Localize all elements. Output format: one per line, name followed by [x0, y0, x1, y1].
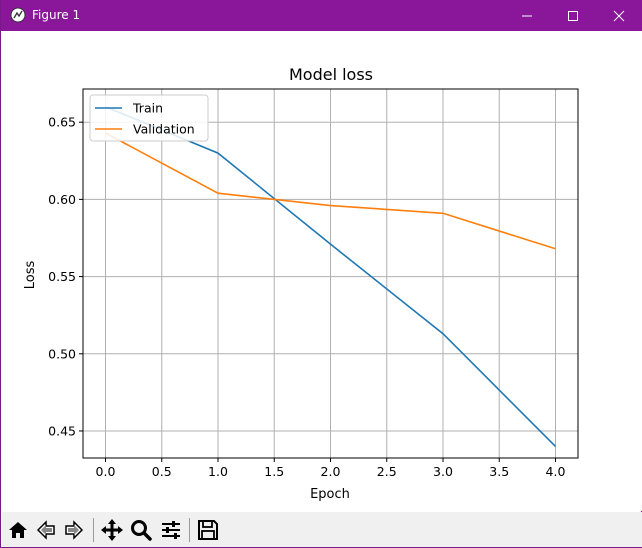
legend-label-validation: Validation: [133, 122, 195, 137]
y-axis-label: Loss: [23, 261, 38, 290]
legend-label-train: Train: [132, 101, 163, 116]
close-button[interactable]: [596, 0, 642, 31]
minimize-button[interactable]: [504, 0, 550, 31]
x-tick-label: 0.0: [96, 464, 116, 479]
maximize-icon: [568, 10, 578, 21]
home-button[interactable]: [6, 518, 30, 542]
navigation-toolbar: [2, 512, 642, 547]
minimize-icon: [522, 15, 532, 16]
forward-button[interactable]: [62, 518, 86, 542]
legend: Train Validation: [89, 94, 209, 142]
zoom-button[interactable]: [129, 518, 153, 542]
x-tick-label: 0.5: [152, 464, 172, 479]
window-title: Figure 1: [32, 8, 81, 22]
x-tick-label: 2.0: [321, 464, 341, 479]
title-bar[interactable]: Figure 1: [1, 0, 642, 31]
back-arrow-icon: [36, 520, 55, 540]
loss-chart: 0.0 0.5 1.0 1.5 2.0 2.5 3.0 3.5 4.0 0.45 0.50 0.55 0…: [23, 65, 579, 502]
pan-button[interactable]: [100, 518, 124, 542]
y-tick-label: 0.55: [48, 269, 76, 284]
x-tick-label: 1.0: [208, 464, 228, 479]
y-tick-label: 0.50: [48, 346, 76, 361]
figure-app-icon: [10, 7, 26, 23]
save-button[interactable]: [196, 518, 220, 542]
axis-ticks: 0.0 0.5 1.0 1.5 2.0 2.5 3.0 3.5 4.0 0.45 0.50 0.55 0…: [48, 115, 565, 479]
x-tick-label: 3.0: [433, 464, 453, 479]
series-line-validation: [105, 132, 556, 250]
zoom-magnifier-icon: [131, 520, 152, 541]
configure-subplots-button[interactable]: [159, 518, 183, 542]
x-tick-label: 3.5: [489, 464, 509, 479]
grid-lines: [83, 89, 578, 458]
y-tick-label: 0.60: [48, 192, 76, 207]
x-tick-label: 2.5: [377, 464, 397, 479]
x-tick-label: 1.5: [264, 464, 284, 479]
toolbar-separator: [93, 518, 94, 542]
y-tick-label: 0.65: [48, 115, 76, 130]
forward-arrow-icon: [65, 520, 84, 540]
chart-title: Model loss: [289, 65, 373, 84]
save-floppy-icon: [198, 520, 218, 540]
close-icon: [613, 10, 625, 21]
maximize-button[interactable]: [550, 0, 596, 31]
y-tick-label: 0.45: [48, 423, 76, 438]
configure-subplots-icon: [162, 521, 180, 539]
x-tick-label: 4.0: [546, 464, 566, 479]
back-button[interactable]: [34, 518, 58, 542]
home-icon: [9, 522, 27, 538]
x-axis-label: Epoch: [310, 487, 350, 502]
figure-canvas[interactable]: 0.0 0.5 1.0 1.5 2.0 2.5 3.0 3.5 4.0 0.45 0.50 0.55 0…: [2, 31, 642, 511]
toolbar-separator: [189, 518, 190, 542]
pan-move-icon: [101, 519, 123, 541]
